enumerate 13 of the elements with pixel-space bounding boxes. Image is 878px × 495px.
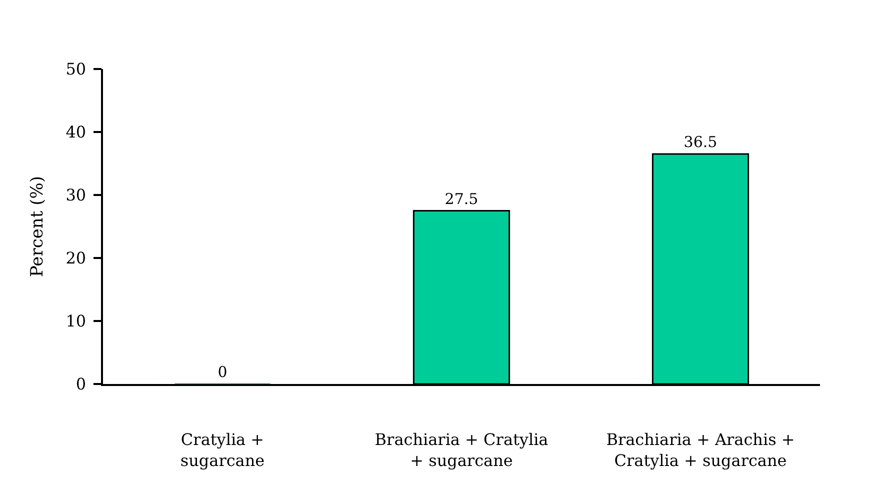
y-tick-label: 20 xyxy=(66,248,86,268)
y-axis-title: Percent (%) xyxy=(28,176,48,278)
x-tick-label: Brachiaria + Cratylia + sugarcane xyxy=(374,430,549,470)
y-tick-label: 30 xyxy=(66,186,86,205)
data-label: 27.5 xyxy=(444,190,478,208)
x-tick-label: Brachiaria + Arachis + Cratylia + sugarcane xyxy=(606,430,795,470)
y-tick-label: 50 xyxy=(66,60,86,79)
data-label: 36.5 xyxy=(684,133,718,152)
x-tick-label: Cratylia + sugarcane xyxy=(180,430,265,470)
y-tick-label: 10 xyxy=(66,312,86,331)
y-tick-label: 40 xyxy=(66,122,86,142)
data-label: 0 xyxy=(218,363,228,381)
y-tick-label: 0 xyxy=(76,374,86,394)
